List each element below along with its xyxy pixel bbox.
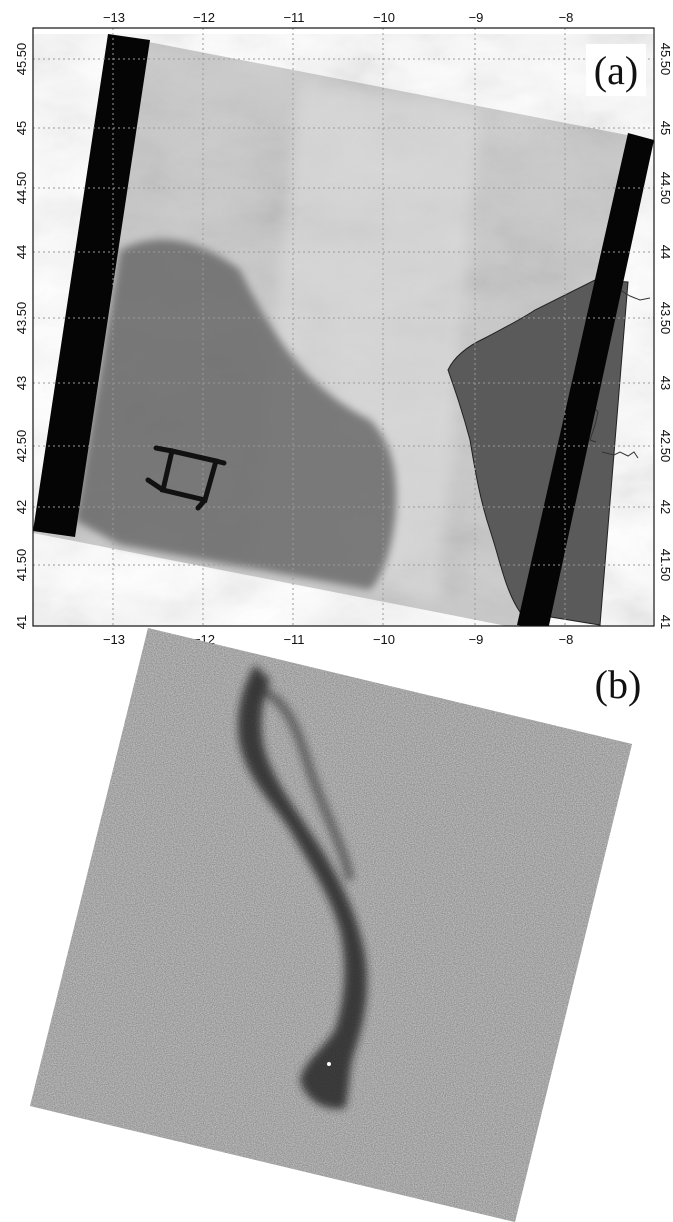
x-tick: −13 bbox=[103, 10, 125, 25]
x-tick: −11 bbox=[283, 10, 304, 25]
y-tick: 45.50 bbox=[14, 43, 29, 76]
x-tick: −13 bbox=[103, 632, 125, 647]
y-tick: 43 bbox=[14, 376, 29, 390]
y-tick: 44 bbox=[14, 245, 29, 259]
y-tick: 41 bbox=[658, 615, 673, 629]
y-tick: 42 bbox=[14, 500, 29, 514]
subscene-marker bbox=[145, 445, 227, 511]
x-tick: −12 bbox=[193, 10, 215, 25]
y-tick: 42 bbox=[658, 500, 673, 514]
y-tick: 44.50 bbox=[658, 172, 673, 205]
panel-a-map: −13 −12 −11 −10 −9 −8 −13 −12 −11 −10 −9… bbox=[14, 10, 673, 647]
x-tick: −8 bbox=[559, 632, 574, 647]
panel-b-subscene: (b) bbox=[30, 628, 642, 1222]
map-frame bbox=[32, 27, 655, 627]
graticule bbox=[33, 28, 654, 626]
oil-slick bbox=[238, 665, 367, 1109]
y-tick: 45 bbox=[658, 121, 673, 135]
y-tick: 41.50 bbox=[14, 549, 29, 582]
dark-region bbox=[75, 239, 397, 590]
y-tick: 42.50 bbox=[14, 430, 29, 463]
y-tick: 43.50 bbox=[658, 302, 673, 335]
nodata-strip-left bbox=[33, 34, 150, 537]
y-tick: 41 bbox=[14, 615, 29, 629]
y-tick: 43 bbox=[658, 376, 673, 390]
x-tick: −10 bbox=[373, 10, 395, 25]
y-tick: 44.50 bbox=[14, 172, 29, 205]
y-tick: 42.50 bbox=[658, 430, 673, 463]
x-axis-top: −13 −12 −11 −10 −9 −8 bbox=[103, 10, 573, 25]
y-tick: 45.50 bbox=[658, 43, 673, 76]
panel-label-b: (b) bbox=[595, 662, 642, 707]
x-tick: −9 bbox=[469, 632, 484, 647]
y-tick: 44 bbox=[658, 245, 673, 259]
y-axis-left: 45.50 45 44.50 44 43.50 43 42.50 42 41.5… bbox=[14, 43, 29, 630]
x-tick: −11 bbox=[283, 632, 304, 647]
x-tick: −8 bbox=[559, 10, 574, 25]
x-tick: −10 bbox=[373, 632, 395, 647]
y-tick: 45 bbox=[14, 121, 29, 135]
nodata-strip-right bbox=[517, 133, 654, 626]
panel-label-a: (a) bbox=[594, 48, 638, 93]
x-tick: −9 bbox=[469, 10, 484, 25]
y-axis-right: 45.50 45 44.50 44 43.50 43 42.50 42 41.5… bbox=[658, 43, 673, 630]
y-tick: 41.50 bbox=[658, 549, 673, 582]
y-tick: 43.50 bbox=[14, 302, 29, 335]
